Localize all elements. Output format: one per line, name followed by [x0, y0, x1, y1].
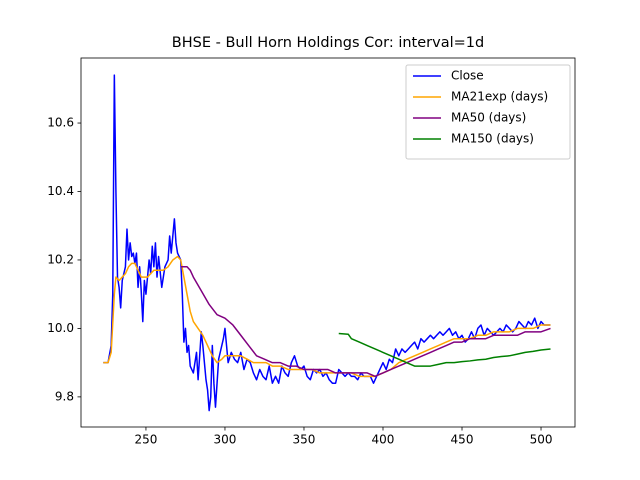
y-tick-label: 10.2: [47, 252, 74, 266]
series-line: [103, 255, 551, 378]
x-tick-label: 250: [134, 433, 157, 447]
x-tick-label: 500: [530, 433, 553, 447]
series-line: [103, 74, 551, 412]
x-tick-label: 400: [372, 433, 395, 447]
x-tick-label: 450: [451, 433, 474, 447]
legend: Close MA21exp (days) MA50 (days) MA150 (day…: [405, 64, 571, 160]
legend-box: [405, 64, 571, 160]
y-tick-label: 10.6: [47, 116, 74, 130]
chart-title: BHSE - Bull Horn Holdings Cor: interval=…: [172, 35, 484, 51]
legend-label: MA150 (days): [451, 132, 534, 146]
legend-label: Close: [451, 69, 484, 83]
y-tick-label: 9.8: [55, 389, 74, 403]
x-tick-label: 350: [293, 433, 316, 447]
series-line: [338, 332, 551, 367]
plot-frame: [80, 57, 576, 428]
x-tick-label: 300: [214, 433, 237, 447]
legend-label: MA50 (days): [451, 111, 526, 125]
legend-label: MA21exp (days): [451, 90, 548, 104]
series-line: [180, 266, 551, 378]
y-tick-label: 10.4: [47, 184, 74, 198]
y-tick-label: 10.0: [47, 321, 74, 335]
